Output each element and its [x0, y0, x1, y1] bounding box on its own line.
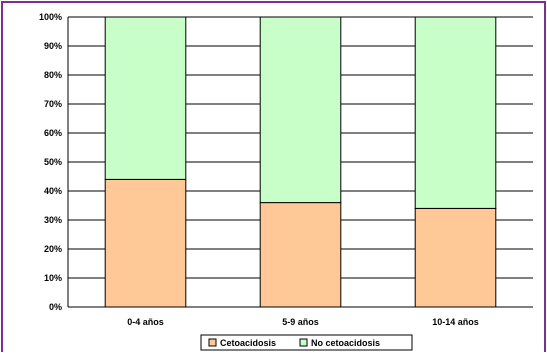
- bar-segment-no-cetoacidosis: [259, 16, 342, 204]
- bar-segment-cetoacidosis: [259, 202, 342, 308]
- y-tick-label: 0%: [49, 302, 62, 312]
- y-tick-label: 100%: [39, 12, 62, 22]
- y-tick-label: 50%: [44, 157, 62, 167]
- y-tick-label: 70%: [44, 99, 62, 109]
- legend-label: Cetoacidosis: [220, 338, 276, 348]
- x-category-label: 5-9 años: [282, 317, 319, 327]
- legend-label: No cetoacidosis: [311, 338, 380, 348]
- y-tick-label: 60%: [44, 128, 62, 138]
- y-tick-label: 30%: [44, 215, 62, 225]
- y-tick-label: 80%: [44, 70, 62, 80]
- legend-swatch: [208, 338, 217, 347]
- legend-swatch: [299, 338, 308, 347]
- x-category-label: 0-4 años: [127, 317, 164, 327]
- bar-segment-no-cetoacidosis: [104, 16, 187, 180]
- bar-segment-cetoacidosis: [104, 178, 187, 308]
- y-tick-label: 90%: [44, 41, 62, 51]
- x-category-label: 10-14 años: [432, 317, 479, 327]
- y-tick-label: 10%: [44, 273, 62, 283]
- y-tick-label: 20%: [44, 244, 62, 254]
- y-tick-label: 40%: [44, 186, 62, 196]
- bar-segment-cetoacidosis: [414, 207, 497, 308]
- bar-segment-no-cetoacidosis: [414, 16, 497, 209]
